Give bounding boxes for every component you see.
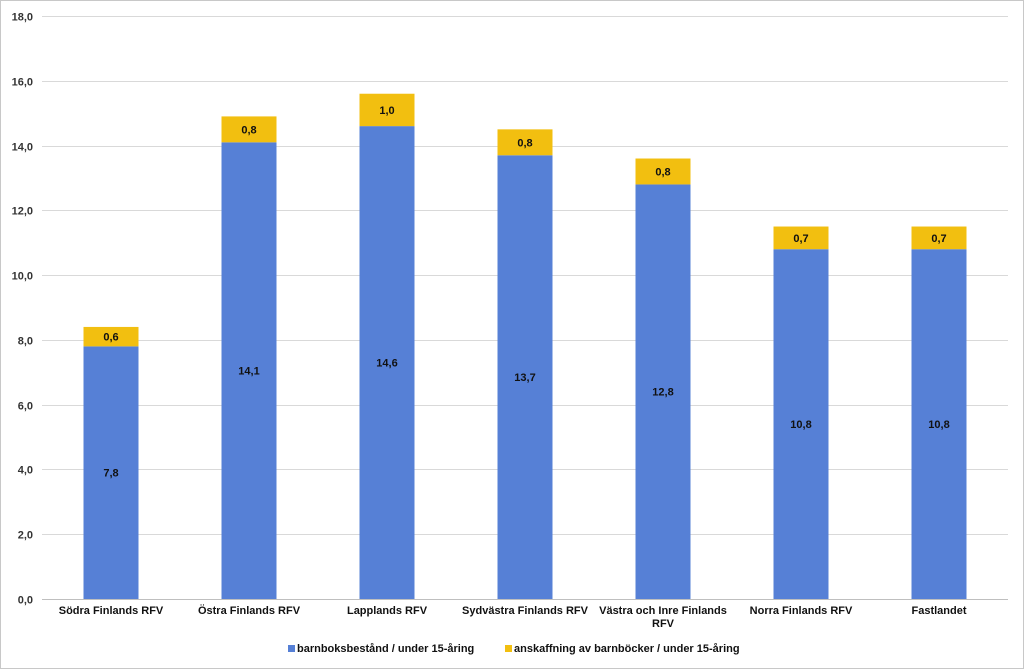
y-tick-label: 6,0 xyxy=(18,401,33,413)
y-tick-label: 16,0 xyxy=(12,77,33,89)
bar-segment xyxy=(497,155,553,599)
legend-label: barnboksbestånd / under 15-åring xyxy=(297,643,474,655)
category-label: Sydvästra Finlands RFV xyxy=(462,605,589,617)
data-label: 0,6 xyxy=(103,332,118,344)
data-label: 1,0 xyxy=(379,105,394,117)
bar-segment xyxy=(221,116,277,143)
category-label: Fastlandet xyxy=(911,605,966,617)
bar-segment xyxy=(359,126,415,599)
bar-segment xyxy=(497,129,553,156)
y-tick-label: 18,0 xyxy=(12,12,33,24)
data-label: 10,8 xyxy=(790,419,811,431)
y-tick-label: 14,0 xyxy=(12,142,33,154)
y-tick-label: 4,0 xyxy=(18,465,33,477)
y-tick-label: 0,0 xyxy=(18,595,33,607)
category-label: Västra och Inre Finlands xyxy=(599,605,727,617)
bar-segment xyxy=(221,142,277,600)
data-label: 14,1 xyxy=(238,366,259,378)
bars: 7,8 0,6 14,1 0,8 14,6 1,0 13,7 0,8 12,8 0,8 10,8 0,… xyxy=(83,93,967,600)
legend-swatch xyxy=(505,645,512,652)
category-label: Lapplands RFV xyxy=(347,605,428,617)
data-label: 12,8 xyxy=(652,387,673,399)
category-label: Östra Finlands RFV xyxy=(198,604,301,617)
data-label: 7,8 xyxy=(103,468,118,480)
bar-segment xyxy=(359,93,415,127)
data-label: 0,7 xyxy=(793,233,808,245)
legend-swatch xyxy=(288,645,295,652)
data-label: 10,8 xyxy=(928,419,949,431)
bar-segment xyxy=(773,226,829,250)
data-label: 0,8 xyxy=(517,137,532,149)
bar-segment xyxy=(635,158,691,185)
category-label: RFV xyxy=(652,618,675,630)
y-tick-label: 2,0 xyxy=(18,530,33,542)
data-label: 14,6 xyxy=(376,358,397,370)
bar-segment xyxy=(83,346,139,599)
bar-segment xyxy=(83,326,139,347)
data-label: 0,8 xyxy=(241,124,256,136)
y-tick-label: 8,0 xyxy=(18,336,33,348)
bar-segment xyxy=(911,226,967,250)
y-tick-label: 10,0 xyxy=(12,271,33,283)
bar-segment xyxy=(635,184,691,599)
x-axis: Södra Finlands RFV Östra Finlands RFV Lapp… xyxy=(59,604,967,630)
category-label: Norra Finlands RFV xyxy=(750,605,853,617)
gridlines xyxy=(42,16,1008,600)
data-label: 13,7 xyxy=(514,372,535,384)
bar-segment xyxy=(911,249,967,599)
data-label: 0,8 xyxy=(655,166,670,178)
y-axis: 0,0 2,0 4,0 6,0 8,0 10,0 12,0 14,0 16,0 18,0 xyxy=(12,12,33,607)
category-label: Södra Finlands RFV xyxy=(59,605,164,617)
data-label: 0,7 xyxy=(931,233,946,245)
y-tick-label: 12,0 xyxy=(12,206,33,218)
legend: barnboksbestånd / under 15-åring anskaffn… xyxy=(288,643,740,655)
bar-segment xyxy=(773,249,829,599)
legend-label: anskaffning av barnböcker / under 15-åri… xyxy=(514,643,740,655)
